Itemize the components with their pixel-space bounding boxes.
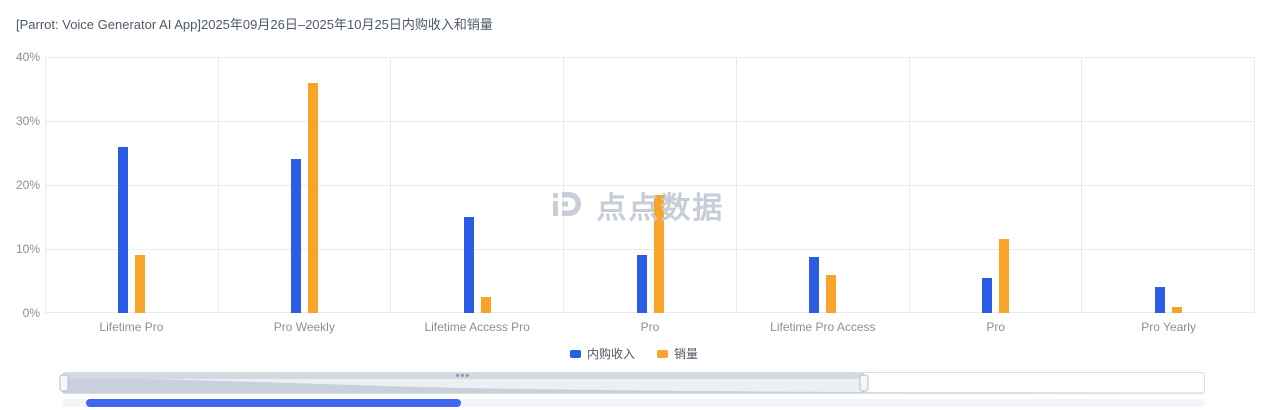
chart-legend: 内购收入 销量 [0,345,1268,362]
datazoom-selected-range[interactable]: ••• [63,369,864,393]
category-column [737,57,910,313]
category-column [564,57,737,313]
gridline [46,57,1255,58]
datazoom-move-handle[interactable]: ••• [63,369,863,382]
x-axis-label: Pro Weekly [273,320,335,334]
bar-销量[interactable] [998,239,1009,313]
datazoom-data-shadow [63,377,1204,393]
gridline [46,185,1255,186]
plot-area: 点点数据 [45,57,1256,313]
bar-group [1082,57,1254,313]
x-axis-label: Pro [640,320,660,334]
category-column [46,57,219,313]
category-columns [46,57,1256,313]
bar-内购收入[interactable] [981,277,992,313]
legend-label: 内购收入 [586,347,635,361]
bar-内购收入[interactable] [463,217,474,313]
gridline [46,312,1255,313]
bar-销量[interactable] [135,255,146,313]
x-axis-label: Lifetime Pro Access [770,320,876,334]
gridline [46,249,1255,250]
x-axis-label: Pro [986,320,1006,334]
legend-item-内购收入[interactable]: 内购收入 [569,345,635,362]
bar-group [219,57,391,313]
bar-销量[interactable] [480,297,491,313]
chart-title: [Parrot: Voice Generator AI App]2025年09月… [16,17,493,32]
bar-内购收入[interactable] [636,255,647,313]
category-column [219,57,392,313]
legend-label: 销量 [674,347,699,361]
bar-group [564,57,736,313]
bar-内购收入[interactable] [291,159,302,313]
horizontal-scrollbar-track[interactable] [62,399,1205,407]
horizontal-scrollbar-thumb[interactable] [86,399,461,407]
bar-销量[interactable] [308,82,319,313]
legend-item-销量[interactable]: 销量 [657,345,698,362]
category-column [391,57,565,313]
bar-销量[interactable] [653,194,664,313]
legend-marker [569,349,581,358]
y-tick-label: 20% [15,178,40,192]
y-tick-label: 40% [15,50,40,64]
bar-group [46,57,218,313]
bar-group [737,57,909,313]
legend-marker [657,349,668,358]
bar-内购收入[interactable] [809,256,820,313]
category-column [910,57,1083,313]
datazoom-grip-dots-icon: ••• [455,369,471,382]
bar-group [910,57,1082,313]
bar-group [391,57,563,313]
bar-销量[interactable] [826,274,837,313]
bar-销量[interactable] [1171,306,1182,313]
gridline [46,121,1255,122]
datazoom-left-handle[interactable] [59,374,69,392]
y-tick-label: 10% [15,242,40,256]
y-tick-label: 30% [15,114,40,128]
datazoom-slider[interactable]: ••• [59,369,1205,394]
bar-内购收入[interactable] [1154,287,1165,313]
datazoom-right-handle[interactable] [859,374,869,392]
x-axis-label: Pro Yearly [1141,320,1196,334]
y-tick-label: 0% [22,306,40,320]
y-axis-labels: 0% 10% 20% 30% 40% [0,50,40,320]
x-axis-label: Lifetime Access Pro [424,320,530,334]
x-axis-labels: Lifetime Pro Pro Weekly Lifetime Access Pr… [45,320,1255,334]
category-column [1082,57,1256,313]
x-axis-label: Lifetime Pro [99,320,164,334]
bar-内购收入[interactable] [118,146,129,313]
